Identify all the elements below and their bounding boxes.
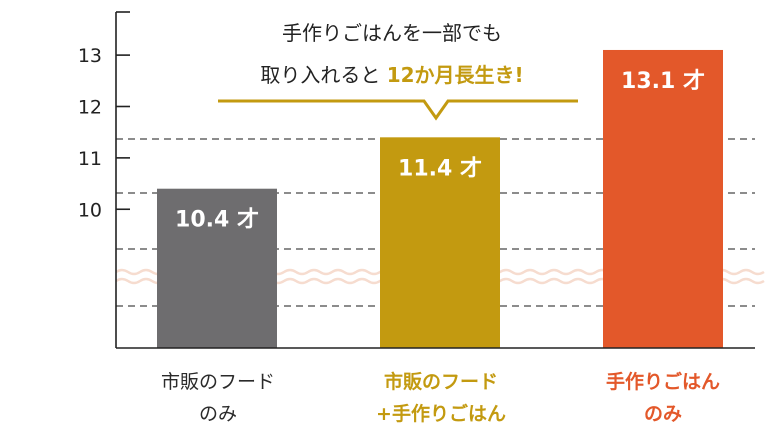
annotation-line-1: 手作りごはんを一部でも [282,21,502,45]
category-label-commercial-plus-homemade: 市販のフード +手作りごはん [356,366,526,430]
category-label-line: 市販のフード [383,371,498,393]
bar-value-label: 13.1 才 [621,68,705,94]
category-label-line: のみ [643,403,682,425]
bar-value-label: 10.4 才 [175,207,259,233]
bar-value-label: 11.4 才 [398,155,482,181]
y-tick-label: 13 [78,45,102,67]
annotation-prefix: 取り入れると [260,63,386,87]
category-label-line: 市販のフード [160,371,275,393]
category-label-commercial-food-only: 市販のフード のみ [133,366,303,430]
y-tick-label: 12 [78,96,102,118]
bar [380,137,500,348]
category-label-line: +手作りごはん [376,403,506,425]
annotation-highlight: 12か月長生き! [387,63,524,87]
bar [603,49,723,348]
category-label-homemade-only: 手作りごはん のみ [578,366,748,430]
y-tick-label: 10 [78,199,102,221]
annotation-bracket [218,99,578,121]
bar [157,188,277,348]
category-label-line: のみ [198,403,237,425]
y-tick-label: 11 [78,148,102,170]
category-label-line: 手作りごはん [605,371,720,393]
annotation-line-2: 取り入れると 12か月長生き! [260,63,523,87]
